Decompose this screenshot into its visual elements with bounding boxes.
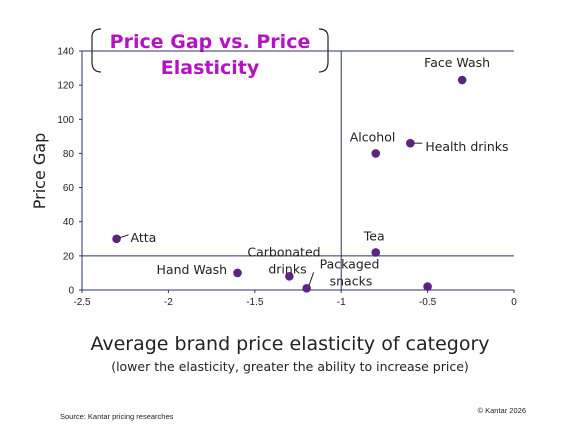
x-tick-label: -1 [337,297,346,308]
data-point [406,138,415,148]
data-point [423,282,432,291]
source-note: Source: Kantar pricing researches [60,412,174,421]
data-point-label: Tea [363,228,385,243]
y-tick-label: 120 [57,81,74,92]
x-tick-label: -2 [164,297,173,308]
x-tick-label: -0.5 [419,297,437,308]
label-leader-line [308,272,315,287]
y-tick-label: 60 [63,183,75,194]
x-axis-label: Average brand price elasticity of catego… [90,333,489,355]
data-point-label: Alcohol [350,129,396,144]
data-point-label: Hand Wash [157,262,228,277]
y-tick-label: 100 [57,115,74,126]
axes: -2.5 -2 -1.5 -1 -0.5 0 0 20 40 60 80 100 120 140 [57,47,517,309]
data-points: Face Wash Alcohol Health drinks Atta Tea Hand… [112,55,509,293]
data-point-label: Packaged snacks [320,256,380,288]
chart-title-line-1: Price Gap vs. Price [110,31,311,53]
title-bracket [91,28,329,73]
chart-title-line-2: Elasticity [161,57,260,79]
y-tick-label: 40 [63,217,75,228]
x-tick-label: 0 [511,297,517,308]
y-tick-label: 140 [57,47,74,58]
label-leader-line [119,234,129,239]
data-point [112,234,121,244]
y-tick-label: 0 [68,286,74,297]
x-tick-label: -1.5 [246,297,264,308]
y-axis-label: Price Gap [30,133,49,209]
copyright: © Kantar 2026 [478,406,526,415]
data-point [233,268,242,278]
data-point [371,248,381,257]
data-point [457,75,467,85]
data-point [371,149,381,158]
x-axis-note: (lower the elasticity, greater the abili… [111,359,469,374]
y-tick-label: 20 [63,251,75,262]
data-point-label: Face Wash [424,55,490,70]
data-point [302,283,311,293]
data-point-label: Atta [131,230,157,245]
data-point-label: Health drinks [425,139,508,154]
data-point [285,272,294,281]
data-point-label: Carbonated drinks [247,244,320,276]
x-tick-label: -2.5 [73,297,91,308]
y-tick-label: 80 [63,149,75,160]
